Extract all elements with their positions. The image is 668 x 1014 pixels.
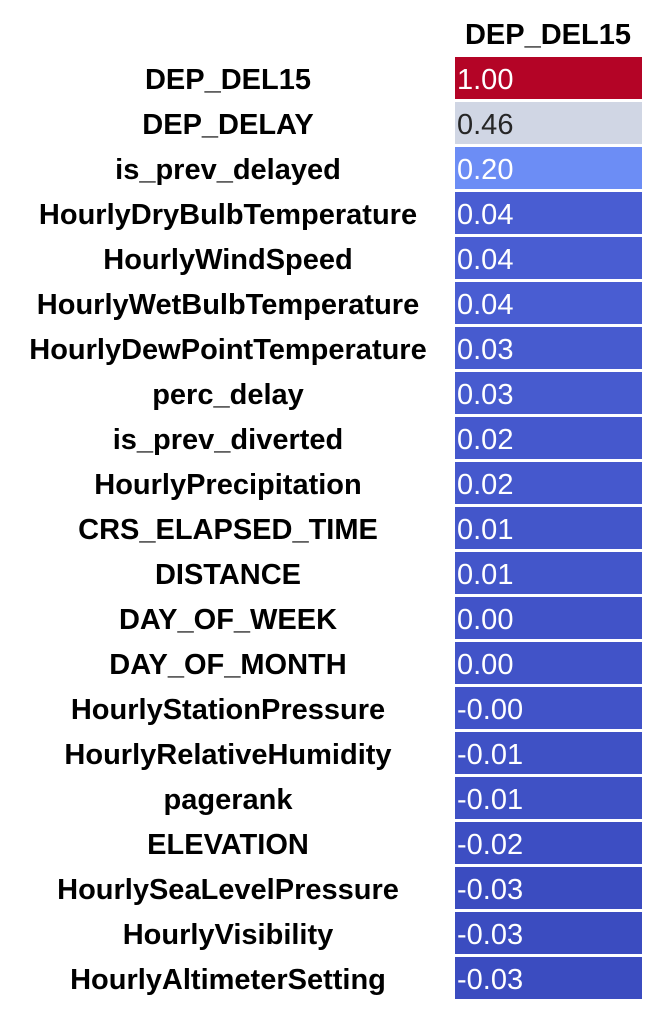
row-label: pagerank [164, 784, 294, 816]
heatmap-cell [455, 822, 642, 864]
cell-value-label: 0.46 [457, 109, 513, 141]
heatmap-cell [455, 417, 642, 459]
heatmap-cell [455, 642, 642, 684]
heatmap-cell [455, 867, 642, 909]
heatmap-cell [455, 957, 642, 999]
cell-value-label: -0.00 [457, 694, 523, 726]
row-label: perc_delay [152, 379, 304, 411]
row-label: is_prev_delayed [115, 154, 341, 186]
cell-value-label: 0.04 [457, 199, 513, 231]
heatmap-cell [455, 147, 642, 189]
column-header: DEP_DEL15 [465, 19, 631, 51]
row-label: HourlySeaLevelPressure [57, 874, 399, 906]
heatmap-cell [455, 102, 642, 144]
heatmap-cell [455, 777, 642, 819]
row-label: ELEVATION [147, 829, 309, 861]
cell-value-label: 0.02 [457, 424, 513, 456]
heatmap-cell [455, 237, 642, 279]
heatmap-cell [455, 912, 642, 954]
cell-value-label: 0.03 [457, 379, 513, 411]
cell-value-label: 1.00 [457, 64, 513, 96]
cell-value-label: 0.20 [457, 154, 513, 186]
row-label: DEP_DEL15 [145, 64, 311, 96]
cell-value-label: -0.02 [457, 829, 523, 861]
cell-value-label: 0.01 [457, 514, 513, 546]
cell-value-label: -0.03 [457, 919, 523, 951]
cell-value-label: 0.00 [457, 604, 513, 636]
row-label: DEP_DELAY [142, 109, 313, 141]
row-label: HourlyPrecipitation [94, 469, 362, 501]
row-label: HourlyDryBulbTemperature [39, 199, 417, 231]
row-label: DAY_OF_MONTH [109, 649, 346, 681]
cell-value-label: 0.00 [457, 649, 513, 681]
cell-value-label: -0.01 [457, 739, 523, 771]
cell-value-label: 0.04 [457, 244, 513, 276]
cell-value-label: 0.01 [457, 559, 513, 591]
heatmap-cell [455, 597, 642, 639]
row-label: DISTANCE [155, 559, 301, 591]
heatmap-cell [455, 57, 642, 99]
heatmap-cell [455, 282, 642, 324]
row-label: CRS_ELAPSED_TIME [78, 514, 378, 546]
heatmap-cell [455, 327, 642, 369]
heatmap-cell [455, 192, 642, 234]
row-label: HourlyAltimeterSetting [70, 964, 386, 996]
heatmap-cell [455, 552, 642, 594]
cell-value-label: -0.03 [457, 964, 523, 996]
cell-value-label: 0.03 [457, 334, 513, 366]
row-label: HourlyWindSpeed [103, 244, 352, 276]
row-label: HourlyVisibility [123, 919, 334, 951]
cell-value-label: 0.02 [457, 469, 513, 501]
row-label: HourlyStationPressure [71, 694, 385, 726]
heatmap-cell [455, 462, 642, 504]
row-label: is_prev_diverted [113, 424, 344, 456]
heatmap-rows: DEP_DEL15 1.00 DEP_DELAY 0.46 is_prev_delaye… [29, 57, 642, 999]
row-label: DAY_OF_WEEK [119, 604, 337, 636]
heatmap-cell [455, 507, 642, 549]
row-label: HourlyWetBulbTemperature [37, 289, 419, 321]
row-label: HourlyRelativeHumidity [64, 739, 391, 771]
heatmap-cell [455, 732, 642, 774]
cell-value-label: -0.01 [457, 784, 523, 816]
heatmap-cell [455, 687, 642, 729]
cell-value-label: 0.04 [457, 289, 513, 321]
row-label: HourlyDewPointTemperature [29, 334, 426, 366]
cell-value-label: -0.03 [457, 874, 523, 906]
heatmap-cell [455, 372, 642, 414]
